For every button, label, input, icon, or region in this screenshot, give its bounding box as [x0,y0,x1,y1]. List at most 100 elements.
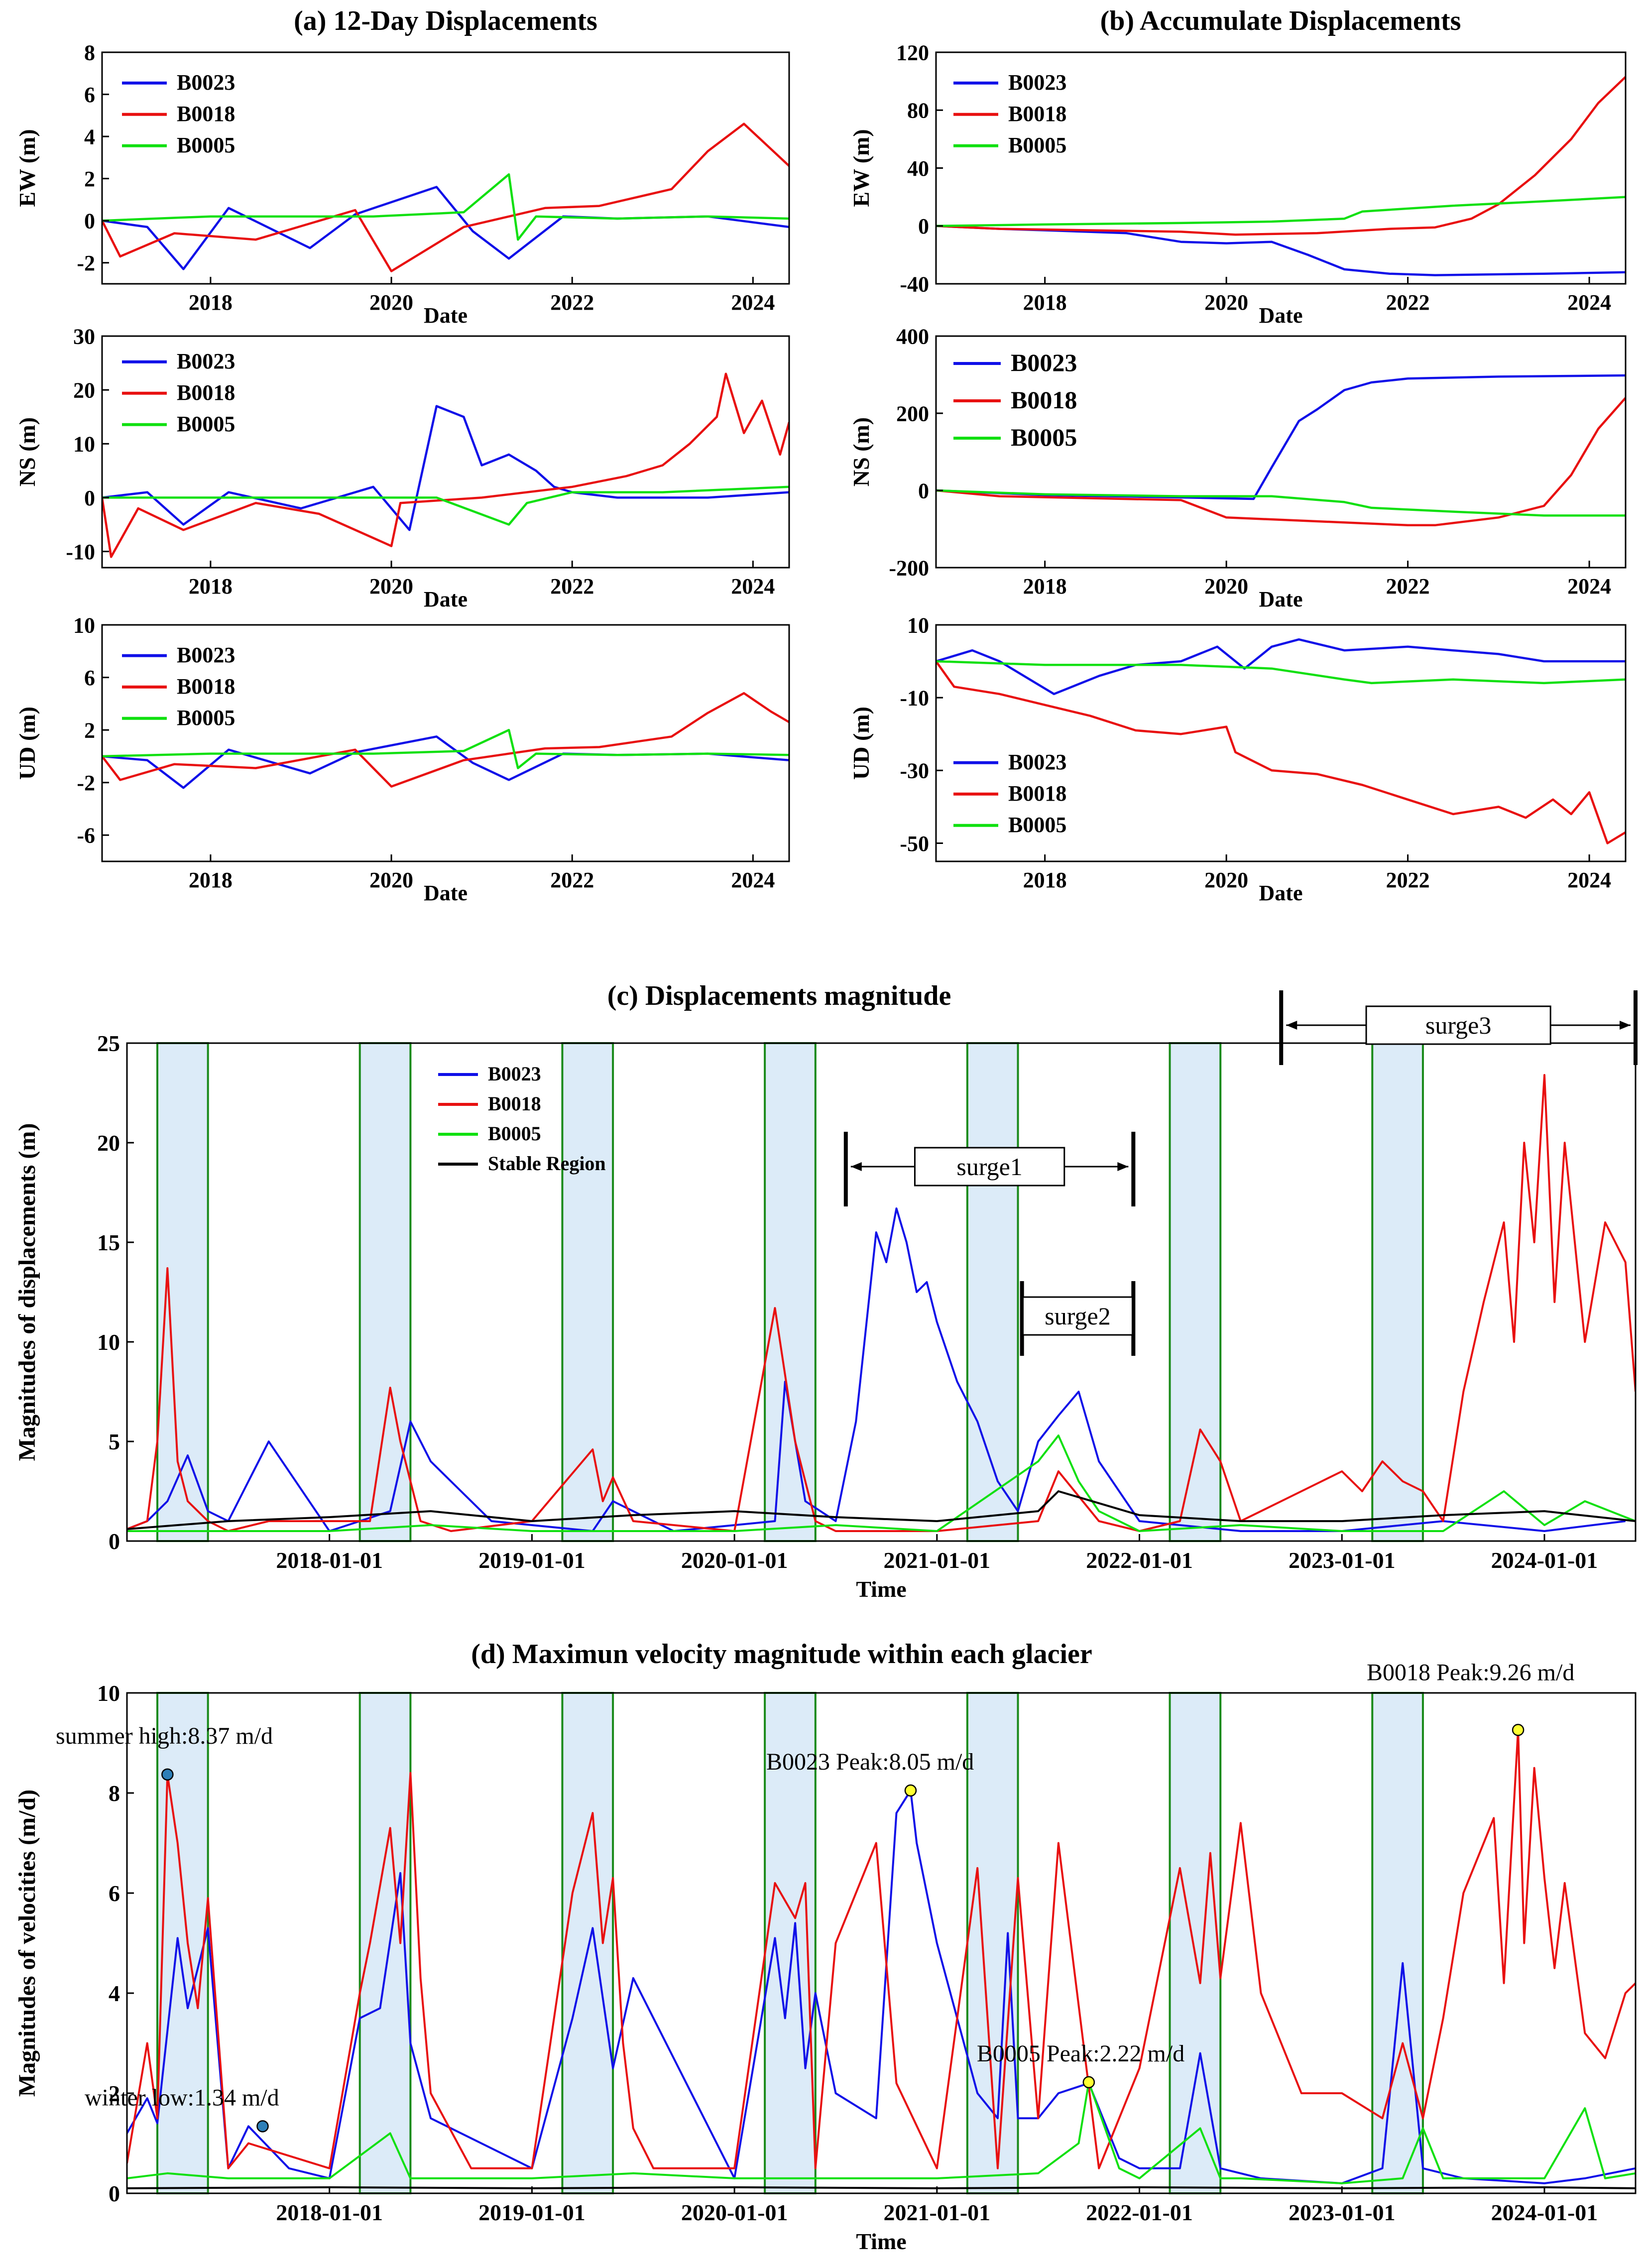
y-tick-label: 0 [84,486,95,510]
y-tick-label: 4 [109,1981,120,2006]
legend-label: B0005 [1011,423,1077,451]
y-tick-label: 15 [97,1230,120,1255]
legend-label: B0023 [1008,70,1066,95]
legend: B0023 B0018 B0005 [953,70,1066,157]
series-line-b0023 [102,735,789,789]
panel-a_ew: 8 6 4 2 0 -2 2018 2020 2022 2024 Date EW (m) (a) 12-… [14,5,790,328]
legend: B0023 B0018 B0005 [953,349,1077,451]
x-tick-label: 2018 [1023,868,1067,892]
x-tick-label: 2020 [1204,574,1248,598]
y-tick-label: 6 [109,1881,120,1906]
legend-label: B0023 [1008,750,1066,774]
plot-frame [101,335,790,569]
surge-label-box [1022,1296,1134,1336]
series-line-b0005 [102,728,789,769]
chart-title: (c) Displacements magnitude [607,980,951,1011]
y-tick-label: 5 [109,1429,120,1454]
y-tick-label: -50 [900,832,929,856]
y-tick-label: 20 [97,1130,120,1156]
legend-label: B0005 [488,1122,541,1145]
series-line-b0005 [936,489,1626,517]
series-line-b0005 [102,485,789,526]
y-axis-label: NS (m) [848,417,874,486]
y-tick-label: 10 [73,613,95,637]
series-line-stable-region [127,2186,1636,2189]
x-tick-label: 2021-01-01 [884,1548,991,1573]
x-tick-label: 2023-01-01 [1289,2200,1396,2225]
peak-label: B0023 Peak:8.05 m/d [766,1749,974,1775]
series-line-b0018 [127,1729,1636,2169]
shaded-period [764,1042,817,1542]
peak-marker [256,2120,269,2133]
series-line-b0018 [127,1074,1636,1532]
peak-marker [1082,2076,1095,2089]
x-tick-label: 2022-01-01 [1086,1548,1193,1573]
legend-label: B0023 [177,643,235,667]
series-line-b0018 [936,660,1626,844]
legend-label: B0023 [488,1063,541,1085]
shaded-period [156,1692,209,2194]
panel-b_ns: 400 200 0 -200 2018 2020 2022 2024 Date NS (m) B00… [848,324,1627,611]
x-tick-label: 2018-01-01 [276,2200,383,2225]
y-tick-label: 10 [73,432,95,457]
panel-a_ns: 30 20 10 0 -10 2018 2020 2022 2024 Date NS (m) B002… [14,324,790,611]
legend: B0023 B0018 B0005 Stable Region [438,1063,606,1175]
plot-frame [101,51,790,285]
series-line-b0023 [127,1207,1626,1532]
series-group [127,1074,1636,1532]
plot-frame [935,624,1627,862]
legend-label: Stable Region [488,1152,606,1175]
x-axis-label: Date [424,587,468,611]
series-line-b0023 [102,186,789,270]
series-group [102,122,789,272]
y-axis-label: NS (m) [14,417,40,486]
y-tick-label: 0 [918,478,929,503]
series-group [102,372,789,558]
surge-annotation: surge3 [1279,990,1638,1065]
y-tick-label: 25 [97,1031,120,1056]
arrow-head [850,1162,862,1171]
series-group [936,374,1626,527]
x-tick-label: 2020 [1204,868,1248,892]
legend: B0023 B0018 B0005 [122,643,235,730]
plot-frame [101,624,790,862]
y-tick-label: 0 [109,2181,120,2206]
x-tick-label: 2021-01-01 [884,2200,991,2225]
y-axis-label: UD (m) [14,707,40,780]
x-tick-label: 2020 [369,868,413,892]
x-tick-label: 2024 [1567,290,1611,315]
x-axis-label: Date [424,881,468,905]
x-tick-label: 2020-01-01 [681,1548,788,1573]
peak-marker [1512,1724,1525,1736]
x-tick-label: 2018 [189,290,233,315]
shaded-period [1371,1692,1424,2194]
plot-frame [126,1692,1637,2194]
series-line-b0018 [936,397,1626,527]
x-tick-label: 2018 [1023,574,1067,598]
y-tick-label: 4 [84,124,95,149]
series-line-b0018 [102,122,789,272]
x-tick-label: 2024 [1567,868,1611,892]
x-tick-label: 2022 [550,574,594,598]
y-tick-label: 6 [84,83,95,107]
y-tick-label: 10 [907,613,929,637]
series-line-b0018 [936,76,1626,236]
y-tick-label: 2 [109,2081,120,2106]
x-axis-label: Date [1259,587,1303,611]
x-tick-label: 2019-01-01 [478,1548,586,1573]
y-tick-label: 10 [97,1329,120,1355]
x-tick-label: 2020 [369,290,413,315]
arrow-head [1117,1162,1129,1171]
x-tick-label: 2018-01-01 [276,1548,383,1573]
y-tick-label: 2 [84,718,95,743]
y-tick-label: 40 [907,156,929,181]
x-axis-label: Date [424,303,468,328]
y-tick-label: 10 [97,1680,120,1706]
plot-frame [126,1042,1637,1542]
series-line-b0005 [127,1434,1636,1532]
panel-b_ud: 10 -10 -30 -50 2018 2020 2022 2024 Date UD (m) B00… [848,613,1627,905]
x-tick-label: 2020 [1204,290,1248,315]
legend: B0023 B0018 B0005 [122,349,235,436]
